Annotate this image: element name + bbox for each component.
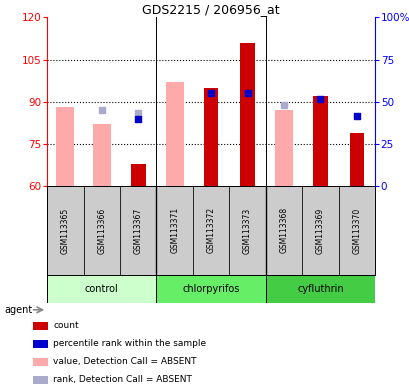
Text: GSM113373: GSM113373 <box>243 207 252 253</box>
Text: chlorpyrifos: chlorpyrifos <box>182 284 239 294</box>
Bar <box>130 164 145 186</box>
Bar <box>338 186 374 275</box>
Bar <box>56 108 74 186</box>
Bar <box>265 275 374 303</box>
Bar <box>33 322 48 330</box>
Bar <box>165 82 183 186</box>
Bar <box>156 275 265 303</box>
Bar <box>47 275 156 303</box>
Point <box>244 90 250 96</box>
Bar <box>120 186 156 275</box>
Bar <box>83 186 120 275</box>
Bar <box>156 186 193 275</box>
Text: GSM113366: GSM113366 <box>97 207 106 253</box>
Text: percentile rank within the sample: percentile rank within the sample <box>53 339 206 348</box>
Text: agent: agent <box>4 305 32 315</box>
Point <box>98 107 105 113</box>
Bar <box>240 43 254 186</box>
Text: control: control <box>85 284 118 294</box>
Point <box>353 113 360 119</box>
Text: count: count <box>53 321 79 331</box>
Text: GSM113369: GSM113369 <box>315 207 324 253</box>
Text: GSM113367: GSM113367 <box>133 207 142 253</box>
Bar <box>193 186 229 275</box>
Bar <box>312 96 327 186</box>
Bar <box>274 110 292 186</box>
Title: GDS2215 / 206956_at: GDS2215 / 206956_at <box>142 3 279 16</box>
Point <box>317 96 323 102</box>
Bar <box>301 186 338 275</box>
Point <box>207 90 214 96</box>
Point <box>135 110 141 116</box>
Bar <box>33 358 48 366</box>
Text: GSM113368: GSM113368 <box>279 207 288 253</box>
Point <box>280 101 287 108</box>
Text: value, Detection Call = ABSENT: value, Detection Call = ABSENT <box>53 357 196 366</box>
Text: rank, Detection Call = ABSENT: rank, Detection Call = ABSENT <box>53 375 192 384</box>
Text: GSM113365: GSM113365 <box>61 207 70 253</box>
Bar <box>33 376 48 384</box>
Text: GSM113371: GSM113371 <box>170 207 179 253</box>
Point <box>135 116 141 122</box>
Text: cyfluthrin: cyfluthrin <box>297 284 343 294</box>
Bar <box>47 186 83 275</box>
Bar <box>33 340 48 348</box>
Bar <box>349 133 363 186</box>
Bar <box>203 88 218 186</box>
Bar <box>265 186 301 275</box>
Bar <box>229 186 265 275</box>
Text: GSM113370: GSM113370 <box>352 207 361 253</box>
Bar <box>92 124 111 186</box>
Text: GSM113372: GSM113372 <box>206 207 215 253</box>
